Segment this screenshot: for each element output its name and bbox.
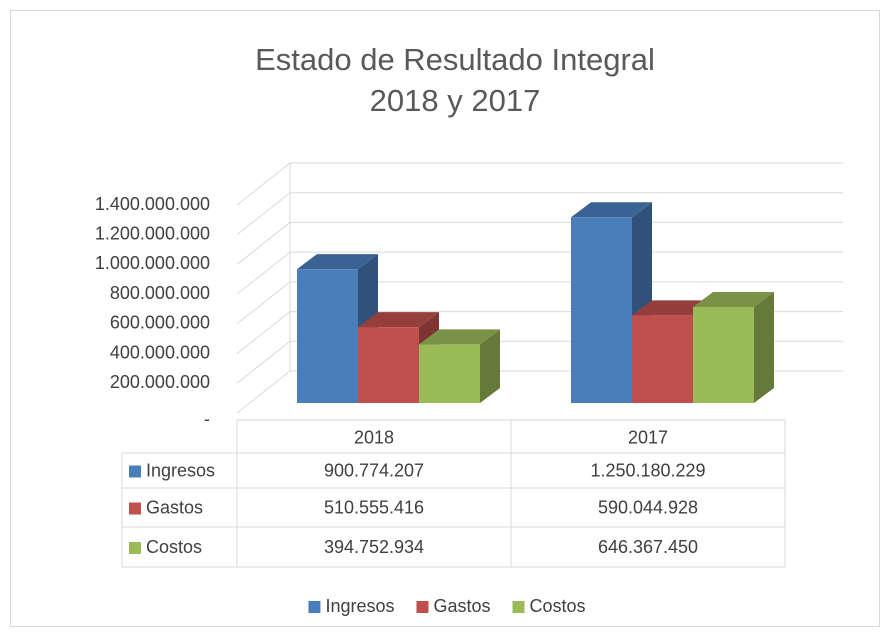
bar-top <box>358 312 439 328</box>
x-tick-label: 2017 <box>628 427 668 447</box>
legend-label: Ingresos <box>325 596 394 616</box>
legend-key <box>512 601 525 613</box>
legend-key <box>416 601 429 613</box>
chart-subtitle: 2018 y 2017 <box>370 83 541 118</box>
x-tick-label: 2018 <box>354 427 394 447</box>
table-legend-key <box>129 542 141 554</box>
bar <box>297 269 358 403</box>
table-cell: 510.555.416 <box>324 497 424 517</box>
y-tick-label: 400.000.000 <box>110 342 210 362</box>
table-cell: 590.044.928 <box>598 497 698 517</box>
table-row-label: Ingresos <box>146 460 215 480</box>
table-cell: 646.367.450 <box>598 537 698 557</box>
y-tick-label: 800.000.000 <box>110 283 210 303</box>
table-legend-key <box>129 465 141 478</box>
y-tick-label: - <box>204 409 210 429</box>
chart-title: Estado de Resultado Integral <box>255 42 655 77</box>
y-tick-label: 1.400.000.000 <box>95 194 210 214</box>
table-row-label: Gastos <box>146 497 203 517</box>
bar <box>693 306 754 403</box>
bar <box>419 344 480 403</box>
bar-top <box>571 202 652 218</box>
y-tick-label: 600.000.000 <box>110 313 210 333</box>
bar <box>632 315 693 403</box>
bar-side <box>754 291 774 403</box>
table-legend-key <box>129 502 141 515</box>
bar-top <box>693 291 774 307</box>
bar-top <box>419 329 500 345</box>
y-tick-label: 1.000.000.000 <box>95 253 210 273</box>
y-tick-label: 1.200.000.000 <box>95 223 210 243</box>
table-row-label: Costos <box>146 537 202 557</box>
table-cell: 394.752.934 <box>324 537 424 557</box>
bar-side <box>480 329 500 403</box>
bar-top <box>297 254 378 270</box>
legend-label: Costos <box>530 596 586 616</box>
table-cell: 900.774.207 <box>324 460 424 480</box>
bar <box>571 217 632 403</box>
bar <box>358 327 419 403</box>
table-cell: 1.250.180.229 <box>590 460 705 480</box>
y-tick-label: 200.000.000 <box>110 372 210 392</box>
legend-key <box>308 601 321 613</box>
legend-label: Gastos <box>433 596 490 616</box>
bar-top <box>632 300 713 316</box>
